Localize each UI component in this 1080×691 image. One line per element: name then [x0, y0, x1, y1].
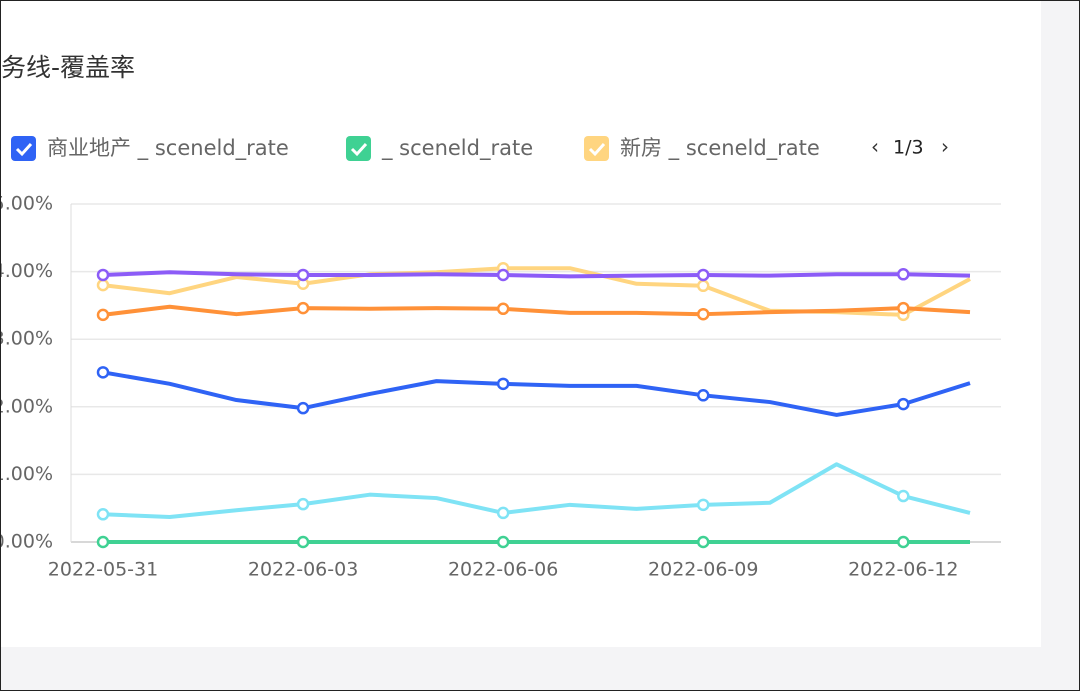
series-line: [102, 462, 971, 519]
legend-checkbox[interactable]: [584, 136, 609, 161]
series-line: [102, 304, 971, 317]
point: [496, 506, 510, 520]
y-tick-label: 2.00%: [1, 395, 53, 417]
point: [696, 307, 710, 321]
point: [897, 397, 910, 411]
point: [96, 366, 110, 379]
legend-label: 商业地产 _ sceneld_rate: [47, 136, 289, 161]
point: [696, 389, 710, 402]
y-tick-label: 0.00%: [1, 531, 53, 553]
legend-label: 新房 _ sceneld_rate: [620, 136, 820, 161]
point: [296, 301, 310, 315]
x-tick-label: 2022-06-06: [448, 559, 558, 581]
legend-label: _ sceneld_rate: [381, 136, 533, 161]
point: [897, 535, 910, 549]
point: [296, 401, 310, 415]
point: [496, 535, 510, 549]
chart-title: 务线-覆盖率: [1, 53, 135, 82]
legend-checkbox[interactable]: [346, 136, 371, 161]
point: [96, 278, 110, 292]
point: [696, 279, 710, 293]
y-tick-label: 4.00%: [1, 260, 53, 282]
point: [696, 268, 710, 282]
x-tick-label: 2022-05-31: [48, 559, 158, 581]
x-tick-label: 2022-06-12: [848, 559, 958, 581]
series-line: [102, 270, 971, 279]
legend: 商业地产 _ sceneld_rate _ sceneld_rate 新房 _ sc…: [11, 136, 820, 161]
legend-check: [588, 142, 606, 157]
pager-next[interactable]: ›: [941, 135, 949, 159]
legend-page: 1/3: [893, 137, 924, 159]
point: [96, 268, 110, 282]
y-tick-label: 5.00%: [1, 193, 53, 215]
point: [696, 535, 710, 549]
y-tick-label: 1.00%: [1, 463, 53, 485]
point: [96, 308, 110, 322]
point: [897, 268, 910, 281]
point: [696, 498, 710, 512]
series-line: [102, 370, 971, 417]
point: [296, 268, 310, 282]
point: [897, 489, 910, 503]
legend-check: [15, 142, 33, 157]
point: [496, 268, 510, 282]
y-tick-label: 3.00%: [1, 328, 53, 350]
legend-checkbox[interactable]: [11, 136, 36, 161]
point: [496, 377, 510, 391]
panel: [1, 1, 1041, 647]
point: [496, 302, 510, 316]
point: [96, 535, 110, 549]
point: [296, 535, 310, 549]
point: [897, 301, 910, 315]
point: [96, 508, 110, 521]
x-tick-label: 2022-06-09: [648, 559, 758, 581]
pager-prev[interactable]: ‹: [871, 135, 879, 159]
point: [296, 497, 310, 511]
legend-check: [350, 142, 368, 157]
x-tick-label: 2022-06-03: [248, 559, 358, 581]
